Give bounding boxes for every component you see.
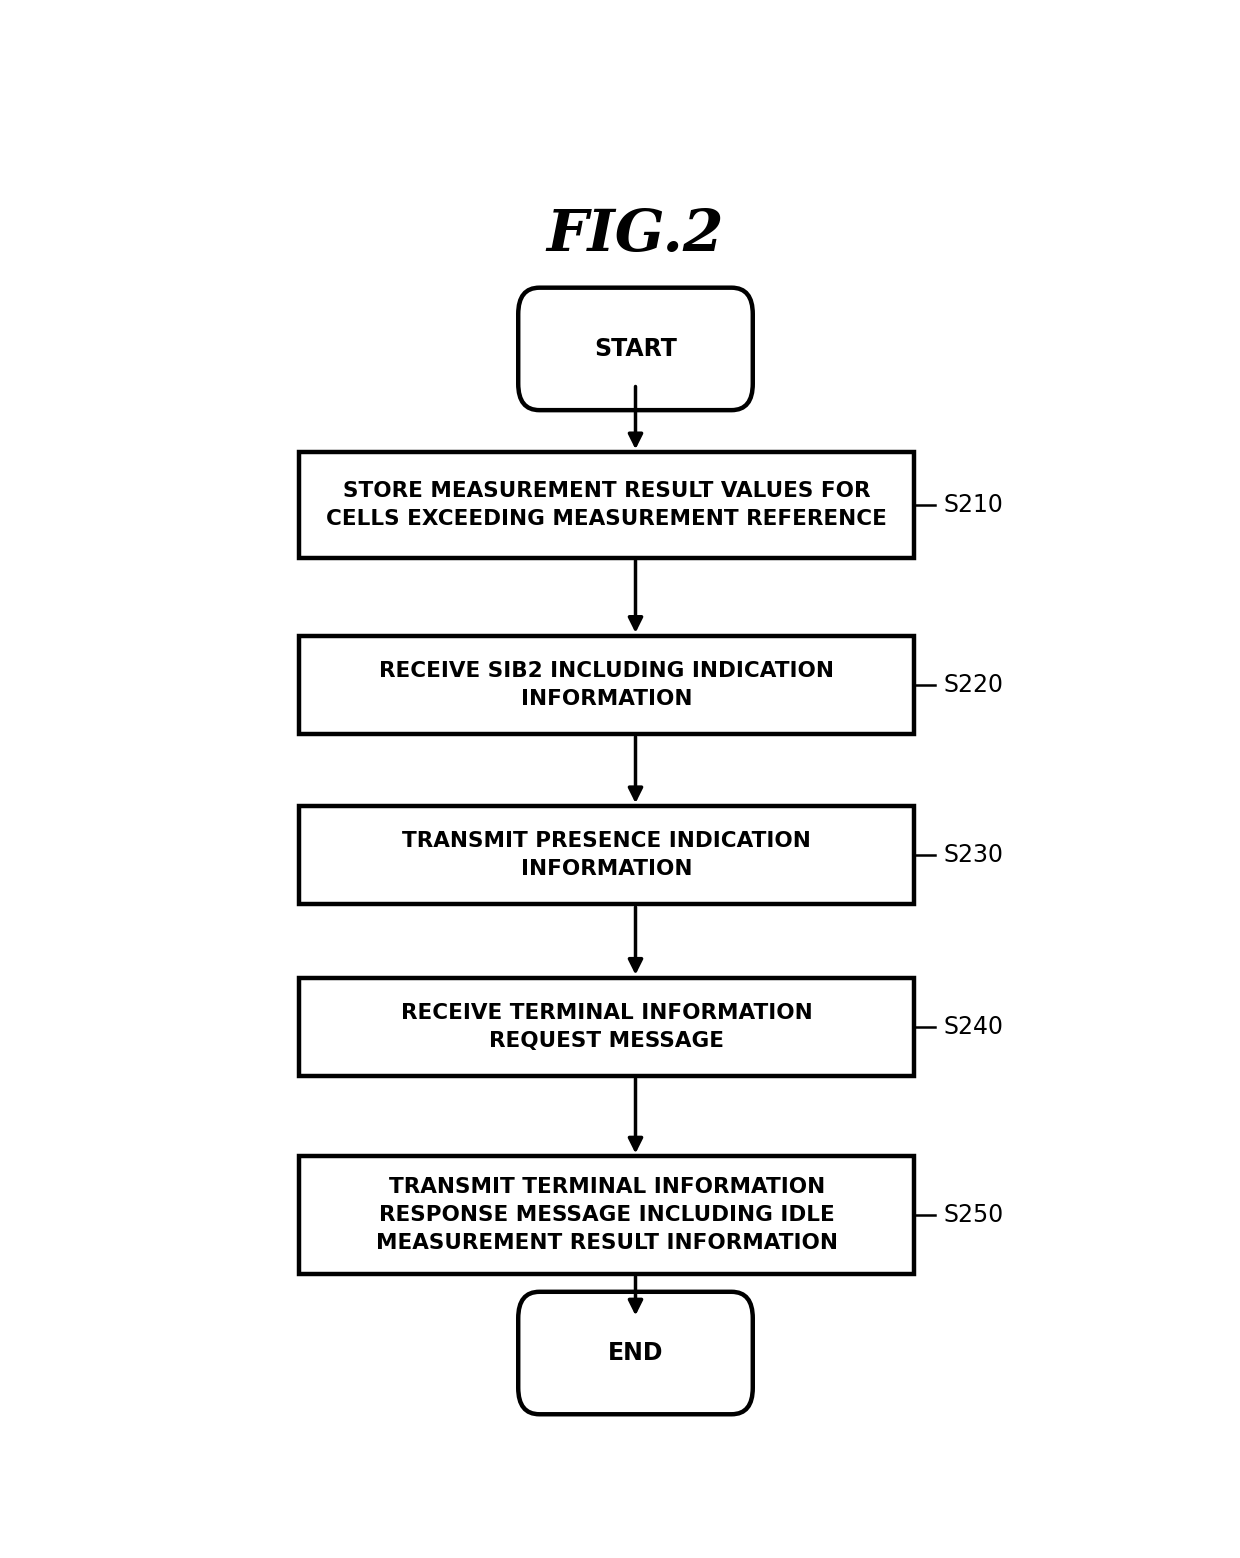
Text: S220: S220 (944, 673, 1003, 696)
Text: END: END (608, 1341, 663, 1365)
Text: RECEIVE TERMINAL INFORMATION
REQUEST MESSAGE: RECEIVE TERMINAL INFORMATION REQUEST MES… (401, 1003, 812, 1050)
Text: STORE MEASUREMENT RESULT VALUES FOR
CELLS EXCEEDING MEASUREMENT REFERENCE: STORE MEASUREMENT RESULT VALUES FOR CELL… (326, 481, 887, 528)
FancyBboxPatch shape (518, 288, 753, 410)
Bar (299, 452, 914, 558)
Text: S240: S240 (944, 1014, 1003, 1039)
Bar (299, 805, 914, 904)
Bar (299, 1156, 914, 1274)
Text: START: START (594, 337, 677, 361)
FancyBboxPatch shape (518, 1292, 753, 1415)
Text: S250: S250 (944, 1203, 1003, 1228)
Bar (299, 977, 914, 1077)
Bar (299, 636, 914, 734)
Text: FIG.2: FIG.2 (547, 207, 724, 263)
Text: TRANSMIT TERMINAL INFORMATION
RESPONSE MESSAGE INCLUDING IDLE
MEASUREMENT RESULT: TRANSMIT TERMINAL INFORMATION RESPONSE M… (376, 1176, 838, 1253)
Text: S230: S230 (944, 843, 1003, 868)
Text: TRANSMIT PRESENCE INDICATION
INFORMATION: TRANSMIT PRESENCE INDICATION INFORMATION (402, 830, 811, 879)
Text: S210: S210 (944, 492, 1003, 517)
Text: RECEIVE SIB2 INCLUDING INDICATION
INFORMATION: RECEIVE SIB2 INCLUDING INDICATION INFORM… (379, 661, 835, 709)
